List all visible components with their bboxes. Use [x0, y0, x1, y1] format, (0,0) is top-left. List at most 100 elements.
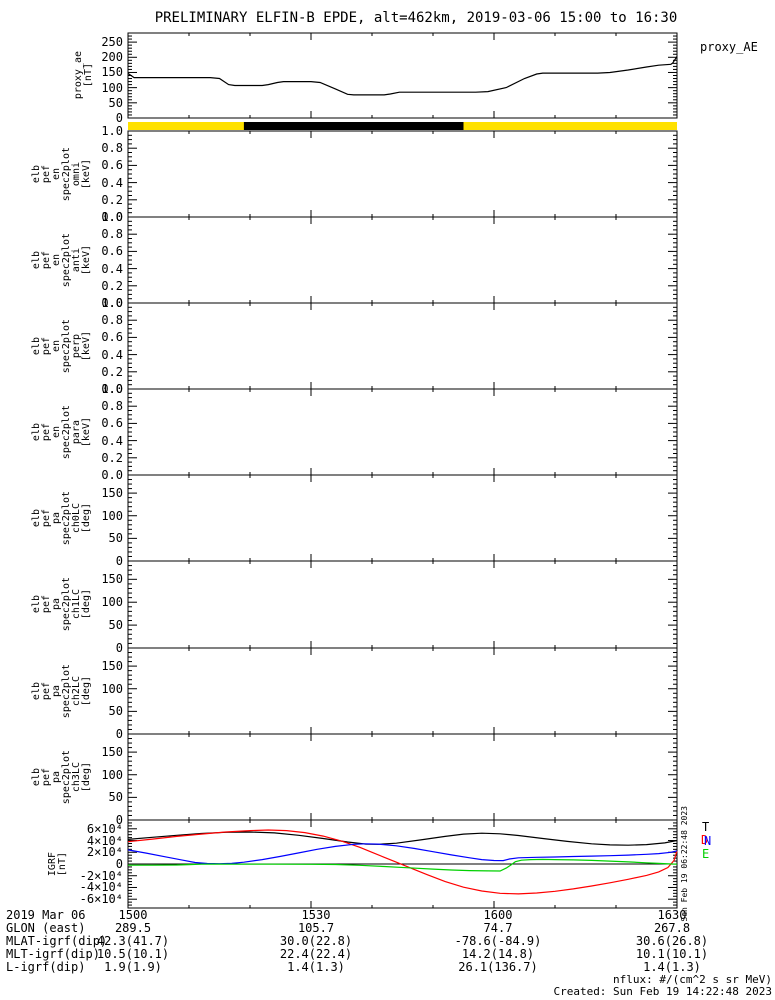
series-igrf-T [127, 831, 678, 846]
ytick-label-igrf: -4×10⁴ [79, 880, 123, 895]
ylabel-line: [keV] [81, 416, 92, 448]
flux-units-note: nflux: #/(cm^2 s sr MeV) [613, 973, 772, 986]
table-cell: 22.4(22.4) [279, 947, 353, 961]
ytick-label-en_anti: 0.2 [101, 278, 123, 293]
table-cell: 1630 [657, 908, 687, 922]
ytick-label-pa_ch1lc: 150 [101, 572, 123, 587]
table-cell: 74.7 [483, 921, 513, 935]
ytick-label-pa_ch0lc: 100 [101, 508, 123, 523]
table-row-label: MLAT-igrf(dip) [6, 934, 108, 948]
ytick-label-igrf: 2×10⁴ [86, 845, 123, 860]
ylabel-pa_ch3lc: elb pef pa spec2plot ch3LC [deg] [30, 734, 94, 820]
ytick-label-igrf: 6×10⁴ [86, 821, 123, 836]
ytick-label-igrf: -2×10⁴ [79, 868, 123, 883]
render-timestamp-vertical: Sun Feb 19 06:22:48 2023 [680, 806, 689, 922]
ytick-label-pa_ch2lc: 150 [101, 659, 123, 674]
ylabel-line: [deg] [81, 502, 92, 534]
table-row-label: L-igrf(dip) [6, 960, 86, 974]
igrf-legend-T: T [702, 820, 710, 834]
table-cell: 10.5(10.1) [96, 947, 170, 961]
ytick-label-en_para: 0.2 [101, 450, 123, 465]
ylabel-igrf: IGRF [nT] [22, 820, 68, 908]
ytick-label-pa_ch2lc: 0 [115, 727, 123, 741]
ytick-label-en_omni: 0.8 [101, 141, 123, 156]
ytick-label-en_omni: 0.6 [101, 158, 123, 173]
panel-proxy_ae-frame [127, 32, 678, 119]
ytick-label-pa_ch0lc: 0 [115, 554, 123, 568]
ylabel-line: [keV] [81, 158, 92, 190]
ylabel-line: [nT] [83, 63, 94, 88]
igrf-legend-N: N [704, 834, 712, 848]
ytick-label-en_anti: 0.8 [101, 227, 123, 242]
table-cell: 1.9(1.9) [104, 960, 162, 974]
ytick-label-en_para: 0.4 [101, 433, 123, 448]
table-cell: 1530 [301, 908, 331, 922]
ytick-label-en_perp: 0.6 [101, 330, 123, 345]
ytick-label-pa_ch0lc: 150 [101, 486, 123, 501]
igrf-legend-E: E [702, 847, 710, 861]
ytick-label-en_perp: 1.0 [101, 296, 123, 310]
ytick-label-proxy_ae: 200 [101, 50, 123, 65]
panel-pa_ch2lc-frame [127, 647, 678, 735]
ytick-label-en_perp: 0.2 [101, 364, 123, 379]
igrf-legend-D: D [701, 833, 709, 847]
ytick-label-proxy_ae: 250 [101, 35, 123, 50]
panel-en_perp-frame [127, 302, 678, 390]
ytick-label-proxy_ae: 50 [108, 95, 123, 110]
ylabel-line: [nT] [57, 851, 68, 877]
panel-en_anti-frame [127, 216, 678, 304]
table-row-label: MLT-igrf(dip) [6, 947, 100, 961]
ytick-label-pa_ch3lc: 0 [115, 813, 123, 827]
table-cell: 1600 [483, 908, 513, 922]
ytick-label-proxy_ae: 0 [115, 111, 123, 125]
ytick-label-en_anti: 0.0 [101, 296, 123, 310]
panel-en_omni-frame [127, 130, 678, 218]
ylabel-pa_ch2lc: elb pef pa spec2plot ch2LC [deg] [30, 648, 94, 734]
ylabel-pa_ch1lc: elb pef pa spec2plot ch1LC [deg] [30, 561, 94, 648]
ytick-label-en_perp: 0.0 [101, 382, 123, 396]
ytick-label-igrf: -6×10⁴ [79, 892, 123, 907]
plot-title: PRELIMINARY ELFIN-B EPDE, alt=462km, 201… [154, 10, 678, 26]
ylabel-line: [deg] [81, 761, 92, 793]
ytick-label-en_para: 0.8 [101, 399, 123, 414]
ylabel-line: [keV] [81, 330, 92, 362]
panel-pa_ch1lc-frame [127, 560, 678, 649]
ytick-label-pa_ch3lc: 100 [101, 767, 123, 782]
ylabel-line: [deg] [81, 589, 92, 620]
table-cell: 26.1(136.7) [458, 960, 538, 974]
ytick-label-en_para: 1.0 [101, 382, 123, 396]
ytick-label-pa_ch1lc: 50 [108, 618, 123, 633]
ytick-label-igrf: 4×10⁴ [86, 833, 123, 848]
ylabel-en_omni: elb pef en spec2plot omni [keV] [30, 131, 94, 217]
ylabel-line: [keV] [81, 244, 92, 276]
panel-en_para-frame [127, 388, 678, 476]
ytick-label-en_anti: 0.4 [101, 261, 123, 276]
ytick-label-en_perp: 0.8 [101, 313, 123, 328]
series-proxy_ae-proxy_AE [127, 56, 678, 96]
panel-pa_ch0lc-frame [127, 474, 678, 562]
ytick-label-proxy_ae: 150 [101, 65, 123, 80]
panel-pa_ch3lc-frame [127, 733, 678, 821]
ytick-label-pa_ch3lc: 50 [108, 790, 123, 805]
series-igrf-D [127, 829, 678, 895]
ytick-label-pa_ch1lc: 100 [101, 595, 123, 610]
ytick-label-en_perp: 0.4 [101, 347, 123, 362]
ytick-label-en_omni: 0.0 [101, 210, 123, 224]
ylabel-en_para: elb pef en spec2plot para [keV] [30, 389, 94, 475]
ytick-label-pa_ch0lc: 50 [108, 531, 123, 546]
ytick-label-en_anti: 0.6 [101, 244, 123, 259]
ytick-label-en_omni: 1.0 [101, 124, 123, 138]
ytick-label-proxy_ae: 100 [101, 80, 123, 95]
table-cell: 10.1(10.1) [635, 947, 709, 961]
ylabel-line: [deg] [81, 675, 92, 707]
ylabel-en_anti: elb pef en spec2plot anti [keV] [30, 217, 94, 303]
table-cell: 289.5 [114, 921, 152, 935]
ytick-label-en_omni: 0.4 [101, 175, 123, 190]
ytick-label-en_anti: 1.0 [101, 210, 123, 224]
ytick-label-pa_ch2lc: 50 [108, 704, 123, 719]
series-igrf-E [128, 858, 678, 872]
table-cell: 105.7 [297, 921, 335, 935]
fast-survey-band-1 [243, 122, 464, 130]
